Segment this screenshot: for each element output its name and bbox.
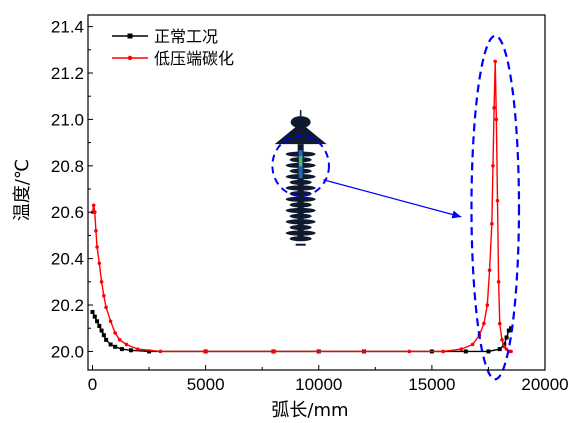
insulator-shed bbox=[289, 236, 312, 242]
series-0-point bbox=[486, 349, 491, 354]
series-1-point bbox=[470, 342, 475, 347]
y-tick-label: 20.8 bbox=[51, 157, 84, 176]
series-0-point bbox=[119, 347, 124, 352]
series-1-point bbox=[490, 222, 494, 226]
series-1-point bbox=[441, 349, 445, 354]
series-1-point bbox=[485, 303, 490, 307]
series-0-point bbox=[463, 349, 468, 354]
series-1-point bbox=[113, 331, 117, 335]
series-1-point bbox=[362, 349, 366, 354]
series-1-point bbox=[91, 203, 96, 208]
pointer-arrow-line bbox=[323, 179, 462, 218]
series-1-point bbox=[492, 106, 496, 110]
series-1-point bbox=[117, 338, 122, 342]
y-axis-title: 温度/℃ bbox=[12, 159, 33, 221]
y-tick-label: 20.0 bbox=[51, 342, 84, 361]
insulator-shed bbox=[285, 230, 316, 236]
series-0-point bbox=[128, 348, 133, 353]
series-1-point bbox=[95, 245, 99, 249]
legend-label-0: 正常工况 bbox=[154, 27, 218, 46]
series-line-0 bbox=[91, 311, 512, 353]
series-0-point bbox=[504, 335, 509, 340]
plot-frame bbox=[87, 14, 546, 371]
series-0-point bbox=[506, 328, 511, 333]
series-0-point bbox=[99, 328, 104, 333]
series-0-point bbox=[97, 323, 102, 328]
series-0-point bbox=[92, 314, 97, 319]
series-1-point bbox=[102, 293, 106, 298]
x-tick-label: 20000 bbox=[521, 375, 568, 394]
series-0-point bbox=[101, 333, 106, 338]
insulator-shed bbox=[285, 196, 316, 202]
insulator-shed bbox=[285, 219, 316, 225]
series-1-point bbox=[502, 344, 507, 349]
y-tick-label: 20.6 bbox=[51, 203, 84, 222]
x-tick-label: 0 bbox=[88, 375, 97, 394]
pointer-arrow-head bbox=[451, 210, 462, 219]
legend-marker-0 bbox=[127, 33, 133, 39]
series-1-point bbox=[491, 164, 495, 168]
insulator-hotspot-core bbox=[299, 156, 303, 167]
highlight-ellipse bbox=[470, 34, 521, 381]
series-1-point bbox=[459, 347, 464, 351]
series-0-point bbox=[90, 309, 95, 314]
series-1-point bbox=[271, 349, 276, 354]
series-1-point bbox=[407, 349, 412, 354]
y-tick-label: 20.2 bbox=[51, 296, 84, 315]
series-1-point bbox=[482, 321, 486, 326]
x-tick-label: 5000 bbox=[187, 375, 225, 394]
x-tick-label: 15000 bbox=[408, 375, 455, 394]
x-tick-label: 10000 bbox=[295, 375, 342, 394]
y-tick-label: 21.4 bbox=[51, 18, 84, 37]
series-1-point bbox=[108, 319, 113, 324]
series-1-point bbox=[94, 228, 98, 233]
series-0-point bbox=[497, 347, 502, 352]
series-0-point bbox=[147, 349, 152, 354]
series-1-point bbox=[496, 280, 501, 284]
series-1-point bbox=[99, 280, 104, 284]
y-tick-label: 21.0 bbox=[51, 110, 84, 129]
series-1-point bbox=[497, 321, 502, 326]
annotation-layer bbox=[271, 34, 521, 381]
series-1-point bbox=[487, 268, 492, 273]
series-1-point bbox=[316, 349, 321, 354]
x-axis-title: 弧长/mm bbox=[271, 400, 348, 421]
insulator-shed bbox=[289, 213, 312, 219]
insulator-shed bbox=[289, 202, 312, 208]
series-1-point bbox=[203, 349, 208, 354]
insulator-shed bbox=[289, 224, 312, 231]
series-1-point bbox=[493, 59, 498, 64]
series-0-point bbox=[95, 319, 100, 324]
series-0 bbox=[90, 309, 514, 354]
series-1-point bbox=[104, 305, 108, 310]
series-1-point bbox=[92, 210, 97, 215]
insulator-shed bbox=[285, 207, 316, 214]
insulator-shed bbox=[289, 179, 312, 185]
series-0-point bbox=[113, 344, 118, 349]
series-0-point bbox=[104, 337, 109, 342]
series-1-point bbox=[495, 198, 500, 203]
y-tick-label: 21.2 bbox=[51, 64, 84, 83]
series-1-point bbox=[500, 338, 504, 342]
series-1-point bbox=[135, 347, 140, 351]
series-line-1 bbox=[91, 61, 512, 353]
series-1-point bbox=[97, 261, 102, 266]
series-0-point bbox=[502, 342, 507, 347]
insulator-cap bbox=[290, 116, 311, 129]
series-1-point bbox=[494, 117, 499, 122]
axes-layer: 0 5000 10000 15000 20000 20.0 20.2 20.4 20.6 20.8… bbox=[51, 14, 569, 394]
legend-label-1: 低压端碳化 bbox=[154, 49, 234, 68]
insulator-diagram bbox=[274, 110, 327, 246]
inset-highlight-circle bbox=[271, 134, 330, 197]
legend-marker-1 bbox=[127, 55, 133, 61]
series-1-point bbox=[158, 349, 163, 354]
insulator-shed bbox=[285, 185, 316, 191]
series-0-point bbox=[108, 342, 113, 347]
y-tick-label: 20.4 bbox=[51, 250, 84, 269]
series-1-point bbox=[124, 342, 129, 347]
series-1-point bbox=[509, 349, 513, 354]
